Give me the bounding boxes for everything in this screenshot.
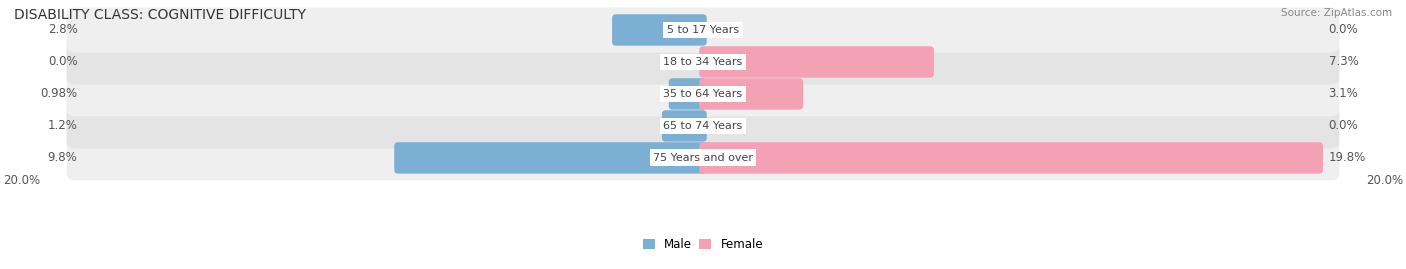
Text: DISABILITY CLASS: COGNITIVE DIFFICULTY: DISABILITY CLASS: COGNITIVE DIFFICULTY xyxy=(14,8,307,22)
FancyBboxPatch shape xyxy=(662,110,707,141)
Text: 0.0%: 0.0% xyxy=(1329,119,1358,132)
Text: 9.8%: 9.8% xyxy=(48,151,77,164)
Text: 65 to 74 Years: 65 to 74 Years xyxy=(664,121,742,131)
Text: 0.0%: 0.0% xyxy=(48,55,77,69)
Text: Source: ZipAtlas.com: Source: ZipAtlas.com xyxy=(1281,8,1392,18)
FancyBboxPatch shape xyxy=(699,142,1323,174)
FancyBboxPatch shape xyxy=(699,78,803,110)
FancyBboxPatch shape xyxy=(394,142,707,174)
Text: 5 to 17 Years: 5 to 17 Years xyxy=(666,25,740,35)
Text: 35 to 64 Years: 35 to 64 Years xyxy=(664,89,742,99)
FancyBboxPatch shape xyxy=(66,72,1340,116)
Legend: Male, Female: Male, Female xyxy=(638,233,768,256)
Text: 3.1%: 3.1% xyxy=(1329,87,1358,100)
FancyBboxPatch shape xyxy=(66,136,1340,180)
Text: 7.3%: 7.3% xyxy=(1329,55,1358,69)
Text: 20.0%: 20.0% xyxy=(1367,175,1403,187)
FancyBboxPatch shape xyxy=(66,40,1340,84)
Text: 0.98%: 0.98% xyxy=(41,87,77,100)
FancyBboxPatch shape xyxy=(66,104,1340,148)
Text: 75 Years and over: 75 Years and over xyxy=(652,153,754,163)
FancyBboxPatch shape xyxy=(612,14,707,46)
Text: 0.0%: 0.0% xyxy=(1329,23,1358,37)
Text: 18 to 34 Years: 18 to 34 Years xyxy=(664,57,742,67)
FancyBboxPatch shape xyxy=(669,78,707,110)
FancyBboxPatch shape xyxy=(66,8,1340,52)
Text: 19.8%: 19.8% xyxy=(1329,151,1365,164)
Text: 20.0%: 20.0% xyxy=(3,175,39,187)
Text: 1.2%: 1.2% xyxy=(48,119,77,132)
FancyBboxPatch shape xyxy=(699,46,934,78)
Text: 2.8%: 2.8% xyxy=(48,23,77,37)
